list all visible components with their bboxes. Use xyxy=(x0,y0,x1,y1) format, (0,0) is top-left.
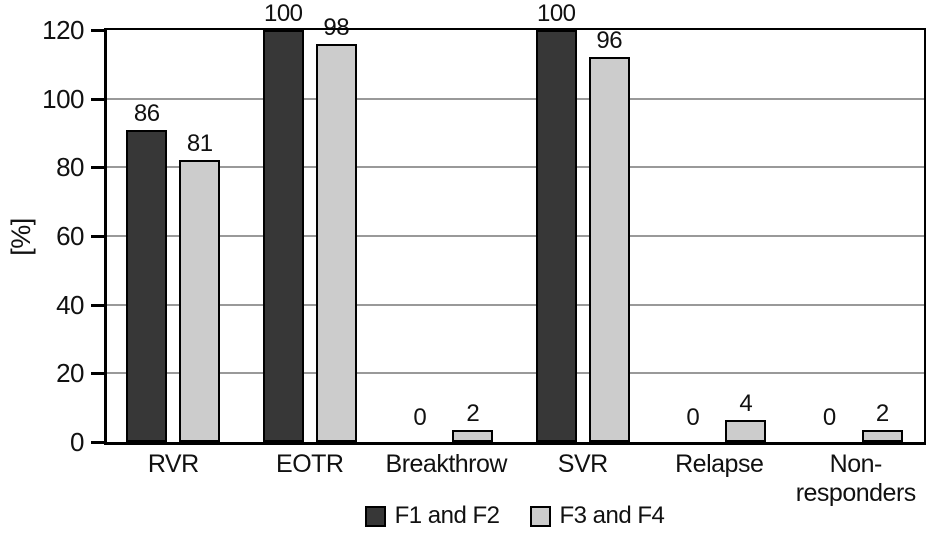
bar-f1-and-f2-svr xyxy=(535,30,577,442)
bar-value-label: 81 xyxy=(186,130,213,157)
bar-f1-and-f2-eotr xyxy=(262,30,304,442)
gridline xyxy=(105,235,924,237)
bar-value-label: 100 xyxy=(263,0,303,27)
bar-value-label: 4 xyxy=(739,390,753,417)
y-tick-label: 40 xyxy=(56,289,84,320)
bar-value-label: 2 xyxy=(466,400,480,427)
y-tick-label: 20 xyxy=(56,358,84,389)
y-tick-mark xyxy=(91,166,104,170)
x-category-label-eotr: EOTR xyxy=(276,450,344,478)
bar-f3-and-f4-non-responders xyxy=(861,430,903,442)
bar-value-label: 86 xyxy=(133,100,160,127)
y-tick-mark xyxy=(91,235,104,238)
legend-swatch-icon xyxy=(364,505,386,527)
x-category-label-svr: SVR xyxy=(557,450,608,478)
bar-f3-and-f4-relapse xyxy=(725,420,767,442)
y-tick-label: 100 xyxy=(42,83,84,114)
x-category-label-relapse: Relapse xyxy=(675,450,764,478)
legend-item-f3-and-f4: F3 and F4 xyxy=(529,502,665,530)
gridline xyxy=(105,166,924,169)
y-tick-mark xyxy=(91,29,104,32)
y-tick-label: 80 xyxy=(56,152,84,183)
bar-f3-and-f4-breakthrow xyxy=(452,430,494,442)
gridline xyxy=(105,303,924,306)
legend-label: F3 and F4 xyxy=(559,502,665,529)
x-category-label-breakthrow: Breakthrow xyxy=(385,450,508,478)
y-tick-label: 120 xyxy=(42,15,84,45)
bar-value-label: 0 xyxy=(413,404,427,431)
bar-value-label: 98 xyxy=(323,14,350,41)
bar-f3-and-f4-rvr xyxy=(179,160,221,442)
y-tick-mark xyxy=(91,97,104,101)
gridline xyxy=(105,372,924,375)
x-category-label-non-responders: Non- responders xyxy=(795,450,917,507)
bar-f3-and-f4-eotr xyxy=(315,44,357,442)
bar-value-label: 0 xyxy=(686,404,700,431)
y-tick-mark xyxy=(91,303,104,307)
legend: F1 and F2 F3 and F4 xyxy=(105,502,924,530)
bar-value-label: 0 xyxy=(822,404,836,431)
gridline xyxy=(105,97,924,100)
bar-value-label: 2 xyxy=(875,400,889,427)
legend-label: F1 and F2 xyxy=(394,502,500,529)
bar-f1-and-f2-rvr xyxy=(126,130,168,442)
legend-swatch-icon xyxy=(529,505,551,527)
x-category-label-rvr: RVR xyxy=(147,450,199,478)
y-tick-label: 0 xyxy=(70,427,84,457)
y-tick-mark xyxy=(91,372,104,376)
legend-item-f1-and-f2: F1 and F2 xyxy=(364,502,500,530)
bar-value-label: 100 xyxy=(536,0,576,27)
y-tick-mark xyxy=(91,441,104,444)
y-tick-label: 60 xyxy=(56,221,84,251)
bar-f3-and-f4-svr xyxy=(588,57,630,442)
bar-value-label: 96 xyxy=(596,27,623,54)
